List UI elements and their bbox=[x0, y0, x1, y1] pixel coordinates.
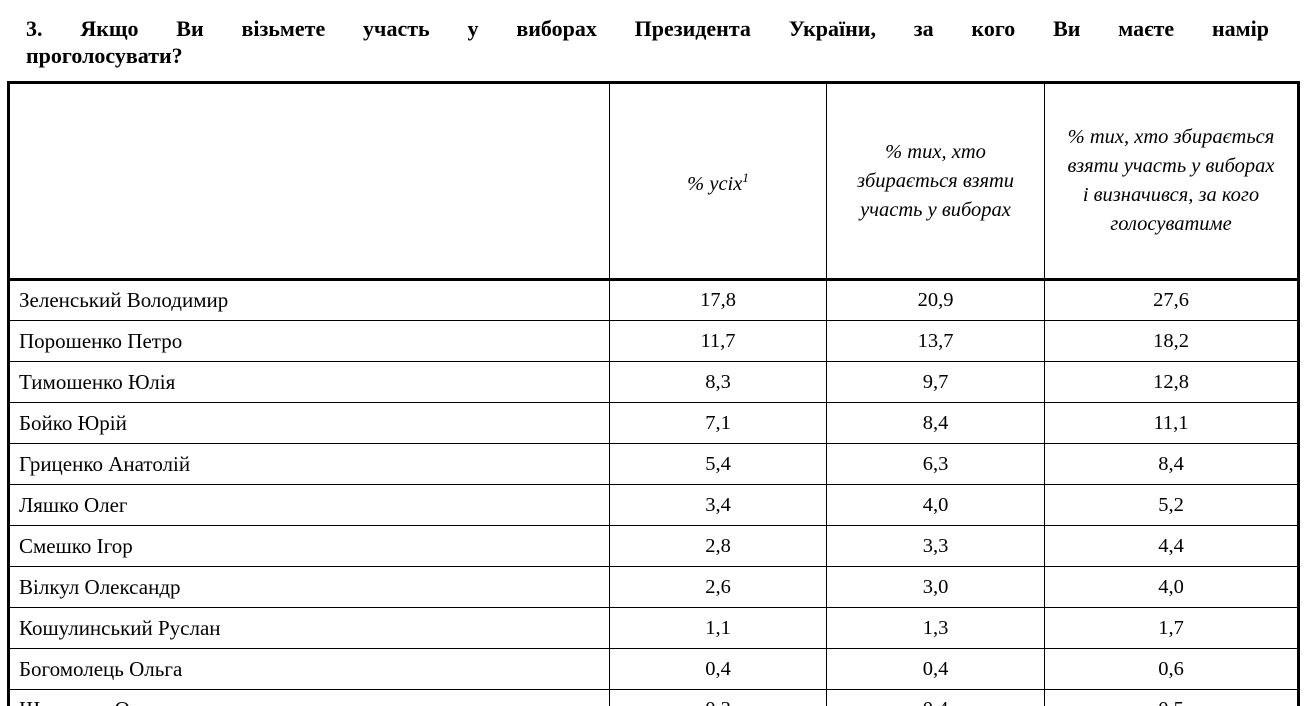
value-cell: 0,4 bbox=[609, 648, 827, 690]
candidate-name: Вілкул Олександр bbox=[8, 566, 610, 608]
value-cell: 7,1 bbox=[609, 402, 827, 444]
table-row: Ляшко Олег 3,4 4,0 5,2 bbox=[8, 484, 1299, 526]
table-row: Порошенко Петро 11,7 13,7 18,2 bbox=[8, 320, 1299, 362]
question-line2: проголосувати? bbox=[26, 43, 183, 68]
header-percent-all: % усіх1 bbox=[609, 82, 827, 281]
candidate-name: Кошулинський Руслан bbox=[8, 607, 610, 649]
table-row: Зеленський Володимир 17,8 20,9 27,6 bbox=[8, 279, 1299, 321]
value-cell: 11,7 bbox=[609, 320, 827, 362]
value-cell: 8,3 bbox=[609, 361, 827, 403]
value-cell: 3,3 bbox=[826, 525, 1045, 567]
value-cell: 4,0 bbox=[1044, 566, 1299, 608]
question-heading: 3. Якщо Ви візьмете участь у виборах Пре… bbox=[26, 15, 1269, 69]
footnote-marker: 1 bbox=[742, 170, 749, 186]
table-row: Шевченко Олександр 0,3 0,4 0,5 bbox=[8, 689, 1299, 706]
candidate-name: Богомолець Ольга bbox=[8, 648, 610, 690]
value-cell: 8,4 bbox=[826, 402, 1045, 444]
value-cell: 0,4 bbox=[826, 689, 1045, 706]
value-cell: 5,4 bbox=[609, 443, 827, 485]
candidate-name: Смешко Ігор bbox=[8, 525, 610, 567]
header-empty-cell bbox=[8, 82, 610, 281]
table-row: Смешко Ігор 2,8 3,3 4,4 bbox=[8, 525, 1299, 567]
table-header-row: % усіх1 % тих, хто збирається взяти учас… bbox=[8, 82, 1299, 281]
poll-results-table: % усіх1 % тих, хто збирається взяти учас… bbox=[7, 81, 1300, 706]
value-cell: 4,0 bbox=[826, 484, 1045, 526]
value-cell: 8,4 bbox=[1044, 443, 1299, 485]
value-cell: 18,2 bbox=[1044, 320, 1299, 362]
value-cell: 27,6 bbox=[1044, 279, 1299, 321]
value-cell: 11,1 bbox=[1044, 402, 1299, 444]
candidate-name: Ляшко Олег bbox=[8, 484, 610, 526]
table-row: Тимошенко Юлія 8,3 9,7 12,8 bbox=[8, 361, 1299, 403]
table-header: % усіх1 % тих, хто збирається взяти учас… bbox=[8, 82, 1299, 281]
value-cell: 0,5 bbox=[1044, 689, 1299, 706]
value-cell: 17,8 bbox=[609, 279, 827, 321]
table-row: Кошулинський Руслан 1,1 1,3 1,7 bbox=[8, 607, 1299, 649]
table-row: Богомолець Ольга 0,4 0,4 0,6 bbox=[8, 648, 1299, 690]
value-cell: 1,3 bbox=[826, 607, 1045, 649]
table-body: Зеленський Володимир 17,8 20,9 27,6 Поро… bbox=[8, 279, 1299, 706]
value-cell: 3,4 bbox=[609, 484, 827, 526]
header-percent-all-label: % усіх bbox=[687, 172, 743, 195]
value-cell: 9,7 bbox=[826, 361, 1045, 403]
value-cell: 12,8 bbox=[1044, 361, 1299, 403]
candidate-name: Гриценко Анатолій bbox=[8, 443, 610, 485]
header-percent-voters: % тих, хто збирається взяти участь у виб… bbox=[826, 82, 1045, 281]
value-cell: 0,3 bbox=[609, 689, 827, 706]
value-cell: 5,2 bbox=[1044, 484, 1299, 526]
value-cell: 4,4 bbox=[1044, 525, 1299, 567]
value-cell: 0,4 bbox=[826, 648, 1045, 690]
table-row: Вілкул Олександр 2,6 3,0 4,0 bbox=[8, 566, 1299, 608]
value-cell: 0,6 bbox=[1044, 648, 1299, 690]
candidate-name: Шевченко Олександр bbox=[8, 689, 610, 706]
header-percent-decided: % тих, хто збирається взяти участь у виб… bbox=[1044, 82, 1299, 281]
value-cell: 1,1 bbox=[609, 607, 827, 649]
question-line1: 3. Якщо Ви візьмете участь у виборах Пре… bbox=[26, 16, 1269, 41]
value-cell: 6,3 bbox=[826, 443, 1045, 485]
value-cell: 20,9 bbox=[826, 279, 1045, 321]
value-cell: 3,0 bbox=[826, 566, 1045, 608]
value-cell: 13,7 bbox=[826, 320, 1045, 362]
value-cell: 2,6 bbox=[609, 566, 827, 608]
candidate-name: Порошенко Петро bbox=[8, 320, 610, 362]
candidate-name: Бойко Юрій bbox=[8, 402, 610, 444]
value-cell: 1,7 bbox=[1044, 607, 1299, 649]
table-row: Бойко Юрій 7,1 8,4 11,1 bbox=[8, 402, 1299, 444]
candidate-name: Зеленський Володимир bbox=[8, 279, 610, 321]
table-row: Гриценко Анатолій 5,4 6,3 8,4 bbox=[8, 443, 1299, 485]
candidate-name: Тимошенко Юлія bbox=[8, 361, 610, 403]
value-cell: 2,8 bbox=[609, 525, 827, 567]
